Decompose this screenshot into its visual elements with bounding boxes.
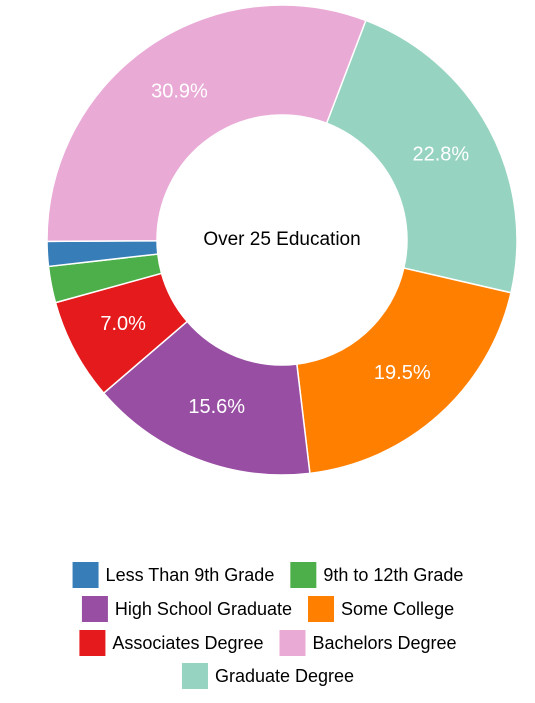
legend-swatch (72, 562, 99, 588)
slice-label: 15.6% (188, 396, 245, 418)
pie-slice (325, 19, 518, 294)
slice-label: 7.0% (100, 313, 146, 335)
legend-row: Graduate Degree (181, 663, 354, 689)
legend-swatch (181, 663, 208, 689)
legend-swatch (79, 630, 106, 656)
legend-swatch (308, 596, 335, 622)
legend-swatch (279, 630, 306, 656)
legend-row: Less Than 9th Grade 9th to 12th Grade (72, 562, 463, 588)
slice-label: 19.5% (374, 362, 431, 384)
legend-row: Associates Degree Bachelors Degree (79, 630, 457, 656)
legend-label: Less Than 9th Grade (106, 565, 275, 585)
legend-swatch (81, 596, 108, 622)
slice-label: 22.8% (412, 144, 469, 166)
legend-row: High School Graduate Some College (81, 596, 454, 622)
legend-label: Graduate Degree (215, 666, 354, 686)
chart-title: Over 25 Education (203, 229, 360, 250)
pie-slice (296, 267, 512, 475)
legend-swatch (290, 562, 317, 588)
legend-label: Some College (341, 599, 454, 619)
pie-slice (46, 4, 367, 243)
pie-slice (102, 320, 311, 476)
legend-label: Associates Degree (112, 633, 263, 653)
legend-label: Bachelors Degree (312, 633, 456, 653)
legend-label: 9th to 12th Grade (323, 565, 463, 585)
legend-label: High School Graduate (115, 599, 292, 619)
slice-label: 30.9% (151, 80, 208, 102)
